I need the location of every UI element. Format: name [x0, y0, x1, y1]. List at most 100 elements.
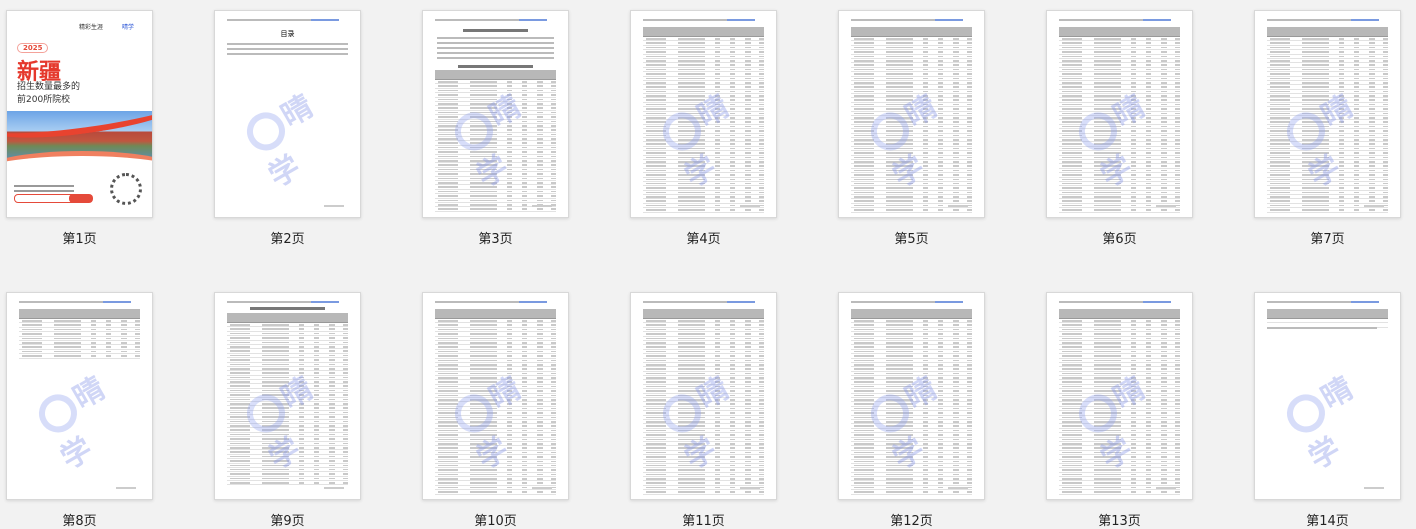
page-thumbnail[interactable]: 晴学第5页: [838, 10, 985, 247]
page-thumbnail[interactable]: 晴学第13页: [1046, 292, 1193, 529]
page-header: [1059, 301, 1159, 303]
header-link: [311, 301, 339, 303]
cover-banner-button: [69, 194, 93, 203]
page-footer: [1364, 487, 1384, 489]
page-footer: [532, 205, 552, 207]
page-header: [1267, 19, 1367, 21]
page-thumbnail[interactable]: 晴学第6页: [1046, 10, 1193, 247]
header-link: [727, 301, 755, 303]
cover-title: 新疆: [17, 60, 62, 85]
page-label: 第3页: [478, 232, 513, 247]
page-footer: [740, 487, 760, 489]
page-preview[interactable]: 晴学: [214, 292, 361, 500]
header-link: [935, 301, 963, 303]
page-preview[interactable]: 晴学: [630, 10, 777, 218]
watermark: 晴学: [28, 355, 136, 476]
page-label: 第9页: [270, 514, 305, 529]
page-preview[interactable]: 晴学: [6, 292, 153, 500]
header-link: [1143, 19, 1171, 21]
page-footer: [948, 205, 968, 207]
page-thumbnail[interactable]: 晴学第3页: [422, 10, 569, 247]
page-thumbnail[interactable]: 晴学第9页: [214, 292, 361, 529]
page-header: [1059, 19, 1159, 21]
table: [227, 313, 349, 486]
toc-title: 目录: [280, 30, 295, 38]
page-thumbnail-grid: 精彩生涯 晴学 2025 新疆 招生数量最多的 前200所院校 第1页 目录 晴学 第2页 晴学 第3…: [6, 10, 1401, 529]
cover-year: 2025: [17, 43, 49, 53]
page-thumbnail[interactable]: 晴学第8页: [6, 292, 153, 529]
header-link: [1143, 301, 1171, 303]
page-header: [227, 19, 327, 21]
page-label: 第7页: [1310, 232, 1345, 247]
table: [19, 309, 141, 359]
page-label: 第14页: [1306, 514, 1349, 529]
header-link: [1351, 301, 1379, 303]
page-label: 第13页: [1098, 514, 1141, 529]
header-link: [1351, 19, 1379, 21]
page-thumbnail[interactable]: 晴学第10页: [422, 292, 569, 529]
watermark: 晴学: [1276, 355, 1384, 476]
contact-info: [14, 185, 74, 187]
page-thumbnail[interactable]: 晴学第7页: [1254, 10, 1401, 247]
qr-code: [110, 173, 142, 205]
page-thumbnail[interactable]: 目录晴学第2页: [214, 10, 361, 247]
page-footer: [324, 205, 344, 207]
table: [435, 70, 557, 212]
page-preview[interactable]: 晴学: [838, 10, 985, 218]
page-label: 第6页: [1102, 232, 1137, 247]
page-header: [851, 301, 951, 303]
page-preview[interactable]: 精彩生涯 晴学 2025 新疆 招生数量最多的 前200所院校: [6, 10, 153, 218]
page-header: [435, 301, 535, 303]
page-header: [227, 301, 327, 303]
logo-jingcai: 精彩生涯: [79, 24, 104, 31]
page-thumbnail[interactable]: 晴学 第11页: [630, 292, 777, 529]
table: [643, 309, 765, 495]
table: [643, 27, 765, 213]
table: [1059, 309, 1181, 495]
page-footer: [1364, 205, 1384, 207]
page-thumbnail[interactable]: 晴学第4页: [630, 10, 777, 247]
toc: 目录: [227, 25, 348, 58]
watermark: 晴学: [236, 73, 344, 194]
page-label: 第5页: [894, 232, 929, 247]
page-footer: [740, 205, 760, 207]
page-preview[interactable]: 晴学: [422, 292, 569, 500]
logo-qingxue: 晴学: [122, 24, 135, 31]
page-footer: [948, 487, 968, 489]
page-thumbnail[interactable]: 精彩生涯 晴学 2025 新疆 招生数量最多的 前200所院校第1页: [6, 10, 153, 247]
page-preview[interactable]: 晴学: [1254, 10, 1401, 218]
page-header: [643, 301, 743, 303]
page-preview[interactable]: 晴学: [838, 292, 985, 500]
page-preview[interactable]: 晴学: [1046, 10, 1193, 218]
page-label: 第1页: [62, 232, 97, 247]
header-link: [519, 19, 547, 21]
page-header: [435, 19, 535, 21]
page-header: [1267, 301, 1367, 303]
page-thumbnail[interactable]: 晴学第12页: [838, 292, 985, 529]
page-label: 第12页: [890, 514, 933, 529]
page-label: 第10页: [474, 514, 517, 529]
table: [1059, 27, 1181, 213]
table: [851, 27, 973, 213]
page-preview[interactable]: 晴学: [1254, 292, 1401, 500]
page-header: [643, 19, 743, 21]
page-label: 第2页: [270, 232, 305, 247]
cover-subtitle: 招生数量最多的 前200所院校: [17, 82, 81, 105]
header-link: [935, 19, 963, 21]
page-footer: [1156, 205, 1176, 207]
page-preview[interactable]: 晴学: [630, 292, 777, 500]
page-footer: [532, 487, 552, 489]
header-link: [727, 19, 755, 21]
page-thumbnail[interactable]: 晴学第14页: [1254, 292, 1401, 529]
table: [1267, 27, 1389, 213]
page-preview[interactable]: 目录 晴学: [214, 10, 361, 218]
page-footer: [324, 487, 344, 489]
table: [435, 309, 557, 495]
page-header: [851, 19, 951, 21]
page-footer: [116, 487, 136, 489]
page-header: [19, 301, 119, 303]
page-preview[interactable]: 晴学: [422, 10, 569, 218]
page-label: 第4页: [686, 232, 721, 247]
page-preview[interactable]: 晴学: [1046, 292, 1193, 500]
page-label: 第8页: [62, 514, 97, 529]
